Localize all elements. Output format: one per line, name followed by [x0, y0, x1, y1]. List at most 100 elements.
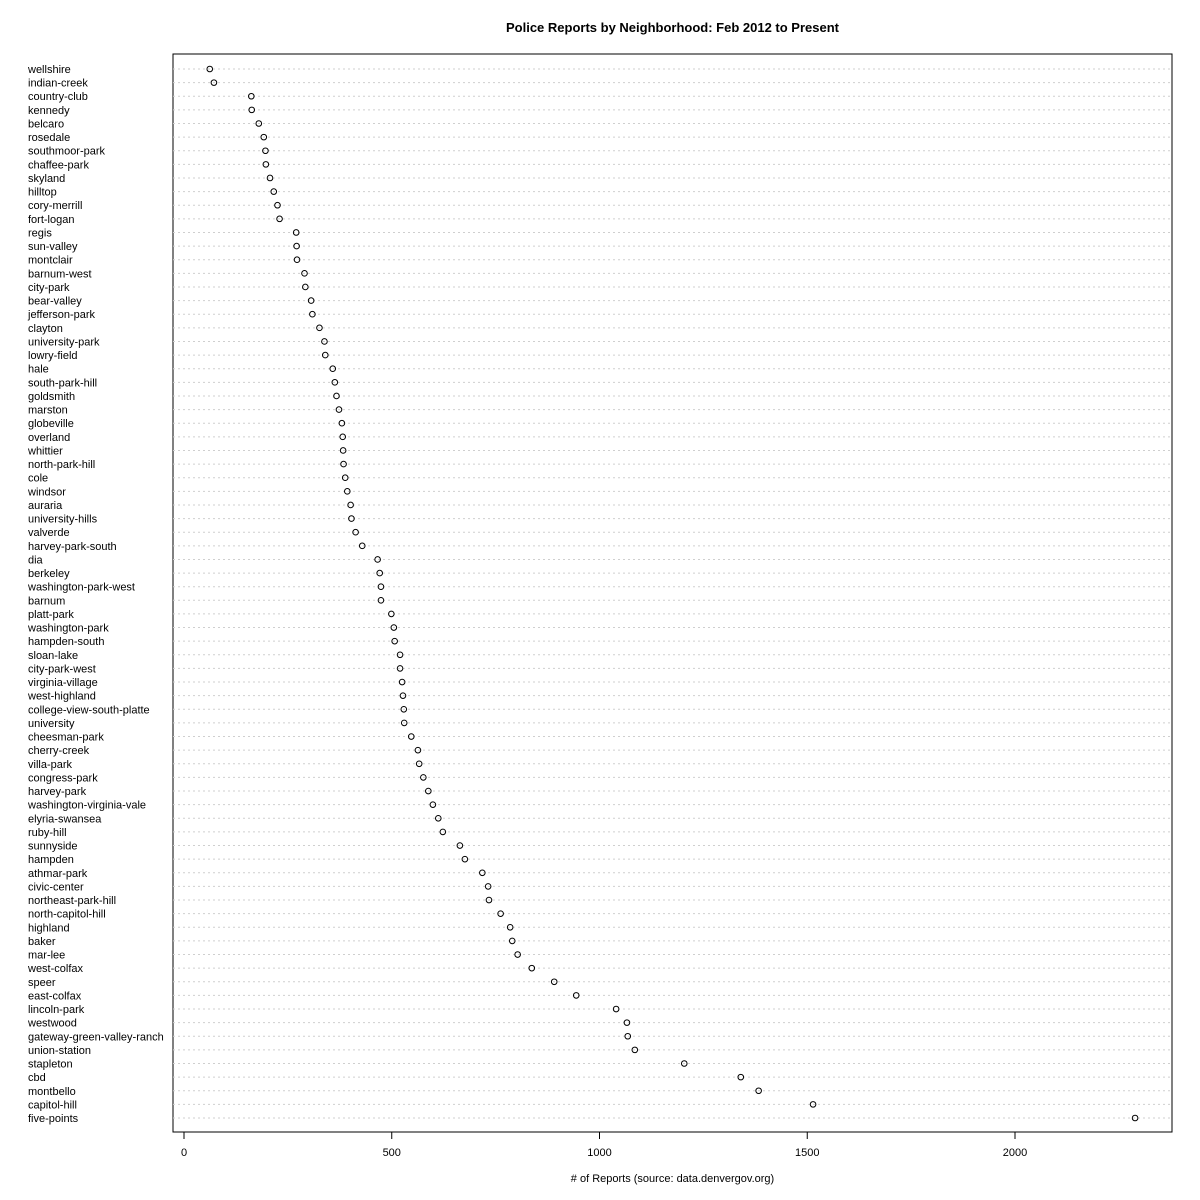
category-label: dia	[28, 554, 44, 566]
data-point	[400, 719, 408, 727]
x-tick-label: 0	[181, 1147, 187, 1159]
data-point	[439, 828, 447, 836]
data-point	[414, 746, 422, 754]
x-axis-title: # of Reports (source: data.denvergov.org…	[570, 1173, 775, 1185]
category-label: cory-merrill	[28, 200, 82, 212]
category-label: washington-park	[27, 623, 109, 635]
data-point	[321, 351, 329, 359]
data-point	[809, 1101, 817, 1108]
data-point	[485, 896, 493, 904]
category-label: east-colfax	[28, 990, 82, 1002]
x-axis: 0 500 1000 1500 2000	[181, 1131, 1027, 1159]
category-label: mar-lee	[28, 950, 65, 962]
x-tick-label: 1500	[795, 1147, 819, 1159]
data-point	[623, 1019, 631, 1026]
data-point	[461, 855, 469, 863]
category-label: congress-park	[28, 772, 98, 784]
category-label: city-park-west	[28, 663, 96, 675]
category-label: rosedale	[28, 132, 70, 144]
category-label: southmoor-park	[28, 146, 106, 158]
category-label: city-park	[28, 282, 70, 294]
data-point	[248, 106, 256, 114]
data-point	[343, 488, 351, 495]
data-point	[415, 760, 423, 768]
category-label: university	[28, 718, 75, 730]
data-point	[260, 133, 268, 141]
category-label: sunnyside	[28, 841, 78, 853]
category-label: washington-virginia-vale	[27, 800, 146, 812]
category-label: virginia-village	[28, 677, 98, 689]
category-label: cheesman-park	[28, 732, 104, 744]
category-label: montclair	[28, 255, 73, 267]
data-point	[399, 692, 407, 699]
category-label: west-highland	[27, 691, 96, 703]
category-label: college-view-south-platte	[28, 704, 150, 716]
category-label: berkeley	[28, 568, 70, 580]
category-label: clayton	[28, 323, 63, 335]
category-label: north-capitol-hill	[28, 909, 106, 921]
category-label: ruby-hill	[28, 827, 67, 839]
category-label: civic-center	[28, 881, 84, 893]
category-label: south-park-hill	[28, 377, 97, 389]
data-point	[302, 283, 309, 291]
category-label: barnum-west	[28, 268, 92, 280]
category-label: goldsmith	[28, 391, 75, 403]
category-label: platt-park	[28, 609, 74, 621]
data-point	[347, 501, 354, 509]
data-point	[398, 678, 406, 686]
category-label: auraria	[28, 500, 63, 512]
category-label: cole	[28, 473, 48, 485]
data-point	[333, 392, 340, 400]
x-tick-label: 2000	[1003, 1147, 1027, 1159]
category-label: harvey-park	[28, 786, 87, 798]
data-point	[391, 637, 398, 645]
data-point	[262, 161, 270, 168]
category-label: overland	[28, 432, 70, 444]
data-points	[206, 65, 1139, 1122]
x-tick-label: 500	[383, 1147, 401, 1159]
data-point	[528, 964, 536, 972]
category-label: capitol-hill	[28, 1099, 77, 1111]
category-label: regis	[28, 227, 52, 239]
category-label: marston	[28, 405, 68, 417]
category-label: lowry-field	[28, 350, 78, 362]
data-point	[376, 569, 384, 577]
data-point	[624, 1032, 632, 1040]
data-point	[434, 814, 442, 822]
data-point	[292, 229, 300, 236]
category-label: highland	[28, 922, 70, 934]
category-label: cherry-creek	[28, 745, 90, 757]
data-point	[340, 460, 347, 468]
category-label: windsor	[27, 486, 66, 498]
data-point	[508, 937, 516, 945]
category-label: fort-logan	[28, 214, 74, 226]
data-point	[390, 624, 398, 631]
data-point	[321, 338, 328, 345]
data-point	[374, 556, 381, 563]
data-point	[293, 242, 300, 250]
category-label: bear-valley	[28, 296, 82, 308]
data-point	[331, 379, 339, 386]
category-label: hampden	[28, 854, 74, 866]
gridlines	[173, 68, 1172, 1119]
data-point	[484, 883, 492, 890]
category-label: valverde	[28, 527, 70, 539]
data-point	[255, 120, 263, 127]
category-label: university-park	[28, 336, 100, 348]
category-label: elyria-swansea	[28, 813, 102, 825]
data-point	[396, 665, 404, 672]
category-label: sun-valley	[28, 241, 78, 253]
category-label: cbd	[28, 1072, 46, 1084]
data-point	[316, 324, 323, 332]
data-point	[755, 1087, 762, 1095]
data-point	[262, 147, 269, 155]
category-label: hale	[28, 364, 49, 376]
category-label: hilltop	[28, 187, 57, 199]
data-point	[206, 65, 214, 73]
data-point	[429, 801, 437, 808]
data-point	[248, 92, 255, 100]
data-point	[420, 774, 427, 781]
category-label: northeast-park-hill	[28, 895, 116, 907]
data-point	[396, 651, 404, 659]
